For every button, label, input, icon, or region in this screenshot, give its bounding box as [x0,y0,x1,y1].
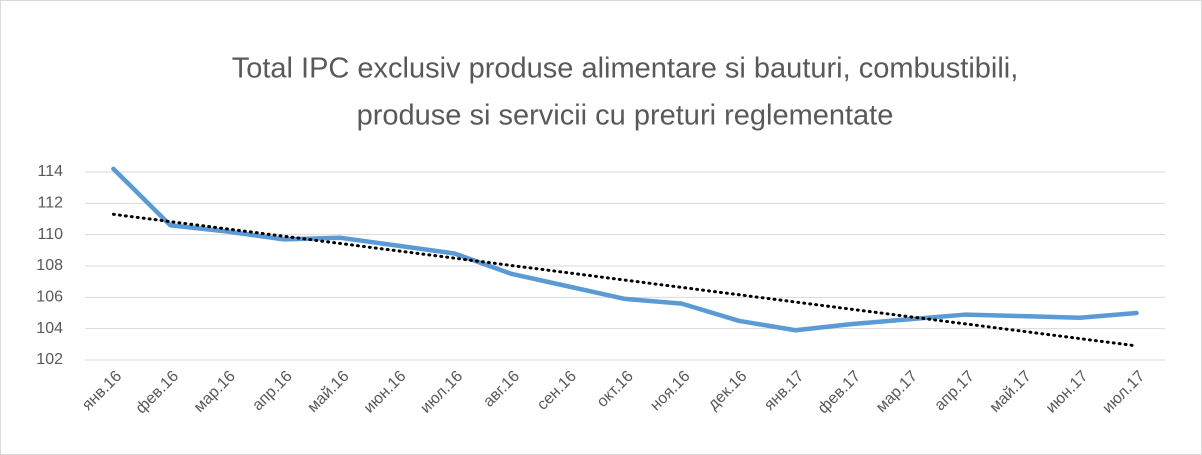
trendline [111,212,1139,348]
y-tick-label: 114 [37,163,63,180]
y-tick-label: 106 [36,289,63,306]
y-tick-label: 110 [37,226,63,243]
chart-title: Total IPC exclusiv produse alimentare si… [232,53,1019,85]
y-tick-label: 102 [36,351,63,368]
y-tick-label: 104 [36,320,63,337]
line-series [111,166,1139,333]
y-tick-label: 108 [36,257,63,274]
y-tick-label: 112 [37,195,63,212]
chart-title: produse si servicii cu preturi reglement… [357,100,894,132]
